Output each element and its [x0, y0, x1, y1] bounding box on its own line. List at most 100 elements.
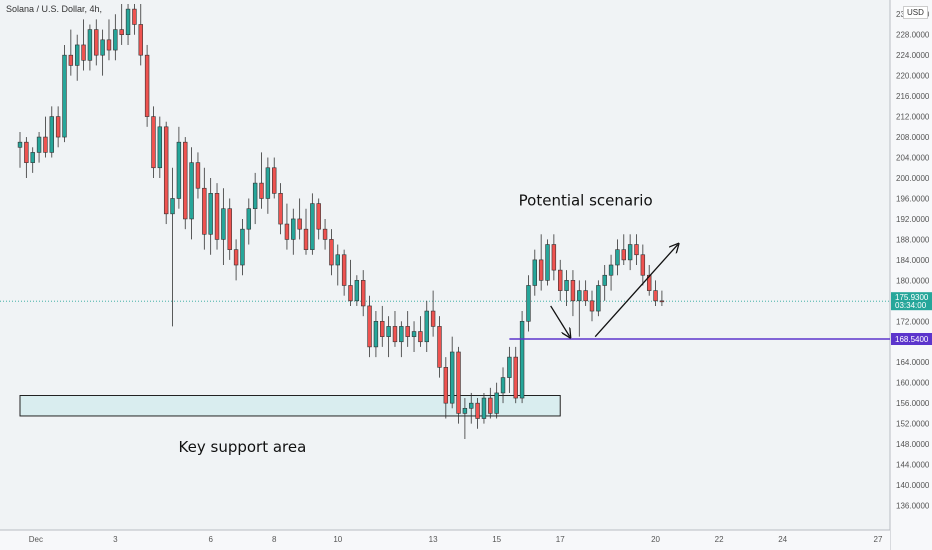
chart-title: Solana / U.S. Dollar, 4h,	[6, 4, 103, 14]
candle-body	[272, 167, 277, 194]
x-tick-label: 20	[651, 535, 660, 544]
candle-body	[233, 249, 239, 266]
candle-body	[49, 116, 54, 153]
candle	[335, 244, 340, 286]
candle	[55, 106, 61, 148]
candle-body	[144, 54, 150, 117]
candle-body	[94, 29, 99, 56]
y-tick-label: 144.0000	[896, 461, 930, 470]
candle	[596, 280, 601, 317]
candle	[405, 311, 410, 347]
candle	[221, 188, 226, 265]
candle-body	[335, 254, 340, 266]
candle	[132, 4, 137, 35]
candle	[94, 19, 99, 66]
candle	[507, 346, 512, 393]
candle	[74, 34, 80, 81]
candle-body	[437, 326, 442, 368]
candle-body	[132, 8, 137, 25]
plot-area	[0, 0, 890, 530]
candle	[411, 321, 417, 352]
y-tick-label: 188.0000	[896, 235, 930, 244]
y-tick-label: 156.0000	[896, 399, 930, 408]
candle	[329, 229, 334, 276]
candle-body	[532, 259, 538, 286]
candle	[341, 249, 347, 296]
candle-body	[265, 167, 271, 199]
candle-body	[481, 397, 487, 419]
candle	[532, 249, 538, 296]
candle	[462, 398, 468, 439]
candle	[538, 234, 544, 291]
y-tick-label: 224.0000	[896, 51, 930, 60]
candle-body	[634, 244, 639, 256]
candle	[202, 167, 207, 250]
candle	[49, 106, 54, 158]
candle-body	[100, 39, 105, 56]
candle	[81, 19, 86, 71]
candle-body	[310, 203, 315, 250]
candle-body	[202, 187, 207, 235]
candle	[265, 157, 271, 214]
candle	[608, 254, 614, 291]
candle-body	[183, 141, 188, 220]
candle-body	[81, 44, 86, 61]
candle	[551, 234, 557, 281]
x-tick-label: 22	[715, 535, 724, 544]
candle-body	[208, 193, 213, 235]
annotation-text: Potential scenario	[519, 192, 653, 210]
candle-body	[526, 285, 531, 322]
candle	[430, 290, 436, 337]
candle-body	[341, 254, 347, 286]
support-zone	[19, 395, 561, 417]
candle	[291, 208, 296, 255]
candle	[564, 270, 569, 306]
x-tick-label: 3	[113, 535, 118, 544]
candle-body	[418, 331, 423, 343]
y-tick-label: 148.0000	[896, 440, 930, 449]
candle-body	[564, 280, 569, 291]
candle-body	[615, 249, 620, 266]
candle	[570, 270, 576, 317]
y-tick-label: 196.0000	[896, 194, 930, 203]
candle-body	[189, 162, 194, 220]
time-axis-panel	[0, 530, 890, 550]
level-badge-label: 168.5400	[895, 335, 929, 344]
candle	[195, 152, 201, 199]
candle-body	[55, 116, 61, 138]
candle-body	[138, 24, 143, 56]
candle	[589, 290, 595, 322]
candle-body	[500, 377, 506, 394]
candle-body	[354, 280, 360, 302]
candle-body	[170, 198, 175, 215]
y-tick-label: 212.0000	[896, 113, 930, 122]
candle	[519, 311, 525, 404]
candle	[157, 116, 163, 178]
candle	[233, 239, 239, 281]
y-tick-label: 216.0000	[896, 92, 930, 101]
x-tick-label: 27	[874, 535, 883, 544]
candle	[189, 147, 194, 240]
candle	[278, 183, 283, 235]
candle	[259, 152, 264, 209]
candle	[526, 275, 531, 332]
candle-body	[125, 8, 131, 36]
candle	[602, 265, 607, 301]
candle-body	[278, 193, 283, 225]
candle-body	[297, 218, 302, 230]
y-tick-label: 192.0000	[896, 215, 930, 224]
candle	[17, 131, 23, 168]
candle	[272, 157, 277, 199]
candle	[113, 14, 118, 61]
candle-body	[659, 300, 665, 303]
scenario-arrow	[594, 245, 678, 338]
candle	[399, 321, 404, 358]
x-tick-label: Dec	[29, 535, 43, 544]
candle-body	[30, 152, 35, 163]
y-tick-label: 136.0000	[896, 502, 930, 511]
currency-label[interactable]: USD	[903, 6, 928, 19]
candle	[227, 198, 232, 260]
candle-body	[653, 290, 658, 302]
candle	[577, 280, 582, 337]
